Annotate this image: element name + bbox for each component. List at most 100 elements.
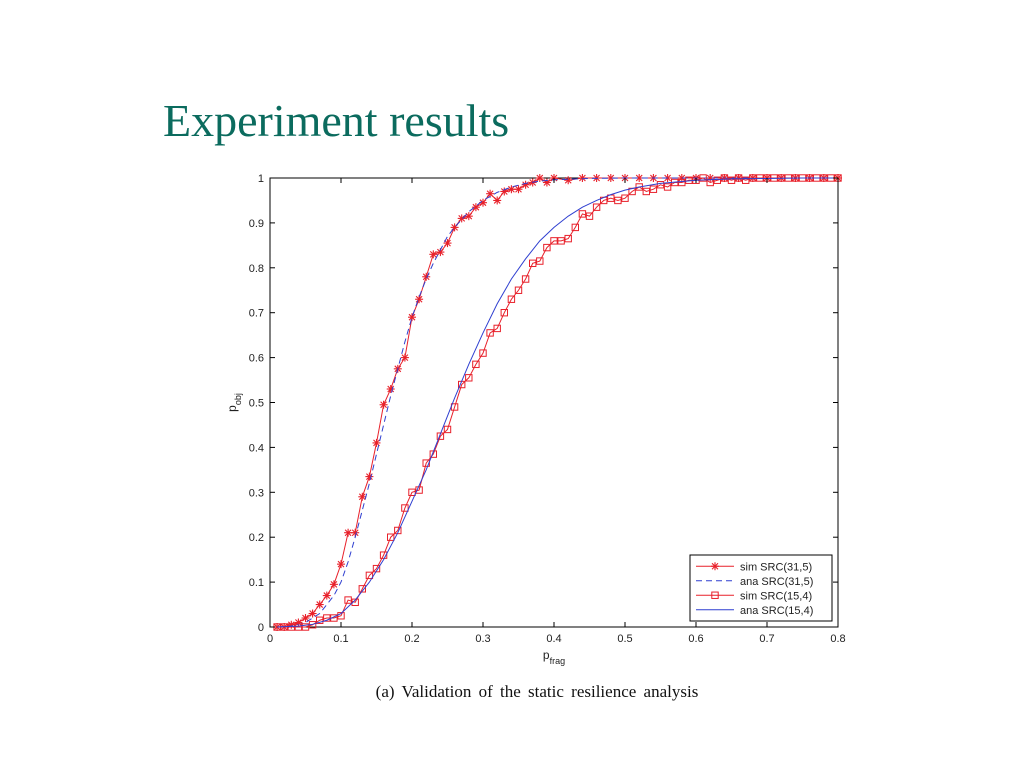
data-point <box>507 295 516 303</box>
data-point <box>493 196 502 205</box>
data-point <box>521 180 530 189</box>
data-point <box>387 533 395 541</box>
y-axis-label-sub: obj <box>233 393 243 405</box>
data-point <box>401 504 409 512</box>
x-tick-label: 0.8 <box>830 633 845 645</box>
y-axis-label-main: p <box>225 405 239 412</box>
data-point <box>536 257 544 265</box>
data-point <box>294 618 303 627</box>
data-point <box>443 239 452 248</box>
x-tick-label: 0.7 <box>759 633 774 645</box>
data-point <box>713 176 721 184</box>
x-axis-label-sub: frag <box>550 656 566 666</box>
data-point <box>472 360 480 369</box>
data-point <box>443 425 452 434</box>
data-point <box>415 486 423 494</box>
legend-entry: sim SRC(15,4) <box>696 590 812 602</box>
data-point <box>734 174 743 182</box>
data-point <box>365 571 374 580</box>
data-point <box>337 560 345 569</box>
data-point <box>358 492 367 501</box>
y-tick-label: 1 <box>258 173 264 185</box>
y-tick-label: 0.7 <box>249 308 264 320</box>
data-point <box>400 353 409 362</box>
legend-label: ana SRC(15,4) <box>740 605 813 617</box>
x-tick-label: 0.1 <box>333 633 348 645</box>
data-point <box>592 203 601 211</box>
data-point <box>699 174 707 182</box>
y-tick-label: 0.2 <box>249 532 264 544</box>
data-point <box>514 286 523 294</box>
data-point <box>322 591 331 600</box>
data-point <box>316 616 324 624</box>
data-point <box>529 259 537 268</box>
data-point <box>521 275 530 283</box>
series-layer <box>273 174 842 631</box>
x-tick-label: 0.2 <box>404 633 419 645</box>
y-tick-label: 0.1 <box>249 577 264 589</box>
data-point <box>372 564 381 573</box>
data-point <box>479 349 487 357</box>
data-point <box>329 580 338 589</box>
data-point <box>301 614 310 623</box>
data-point <box>500 309 509 317</box>
data-point <box>471 203 480 212</box>
y-tick-label: 0.6 <box>249 353 264 365</box>
data-point <box>486 189 495 198</box>
data-point <box>493 324 501 333</box>
data-point <box>749 174 757 182</box>
legend-entry: ana SRC(31,5) <box>696 576 813 588</box>
series-line <box>277 177 838 628</box>
y-tick-label: 0 <box>258 622 264 634</box>
series-line <box>277 177 838 628</box>
data-point <box>678 178 686 187</box>
data-point <box>486 329 494 337</box>
data-point <box>564 234 572 243</box>
legend-marker <box>711 591 719 599</box>
legend-label: sim SRC(31,5) <box>740 561 812 573</box>
data-point <box>507 185 516 194</box>
data-point <box>337 612 345 620</box>
data-point <box>578 210 587 218</box>
data-point <box>464 212 473 221</box>
data-point <box>557 237 565 245</box>
data-point <box>457 214 466 223</box>
data-point <box>514 185 523 194</box>
data-point <box>315 600 324 609</box>
data-point <box>550 237 558 245</box>
data-point <box>408 488 416 497</box>
y-tick-label: 0.5 <box>249 398 264 410</box>
x-axis-label-main: p <box>543 648 550 662</box>
data-point <box>663 183 672 191</box>
data-point <box>614 196 622 205</box>
legend-marker <box>711 562 719 571</box>
data-point <box>379 551 388 559</box>
legend-entry: ana SRC(15,4) <box>696 605 813 617</box>
data-point <box>408 313 416 322</box>
data-point <box>585 212 594 220</box>
series-2 <box>273 174 842 631</box>
legend-label: ana SRC(31,5) <box>740 576 813 588</box>
data-point <box>372 438 381 447</box>
data-point <box>358 585 367 593</box>
legend: sim SRC(31,5) ana SRC(31,5) sim SRC(15,4) a… <box>689 554 833 622</box>
data-point <box>542 178 551 187</box>
data-point <box>621 194 629 202</box>
data-point <box>308 609 317 618</box>
data-point <box>564 176 573 185</box>
data-point <box>294 623 303 631</box>
data-point <box>379 400 388 409</box>
data-point <box>606 174 615 182</box>
x-tick-label: 0.5 <box>617 633 632 645</box>
plot-frame <box>269 177 839 628</box>
legend-label: sim SRC(15,4) <box>740 590 812 602</box>
y-axis-label: pobj <box>225 393 243 412</box>
data-point <box>571 223 579 232</box>
data-point <box>578 174 587 182</box>
data-point <box>323 614 331 622</box>
slide-title: Experiment results <box>163 95 510 146</box>
data-point <box>500 187 509 196</box>
x-tick-label: 0.3 <box>475 633 490 645</box>
y-tick-label: 0.9 <box>249 218 264 230</box>
